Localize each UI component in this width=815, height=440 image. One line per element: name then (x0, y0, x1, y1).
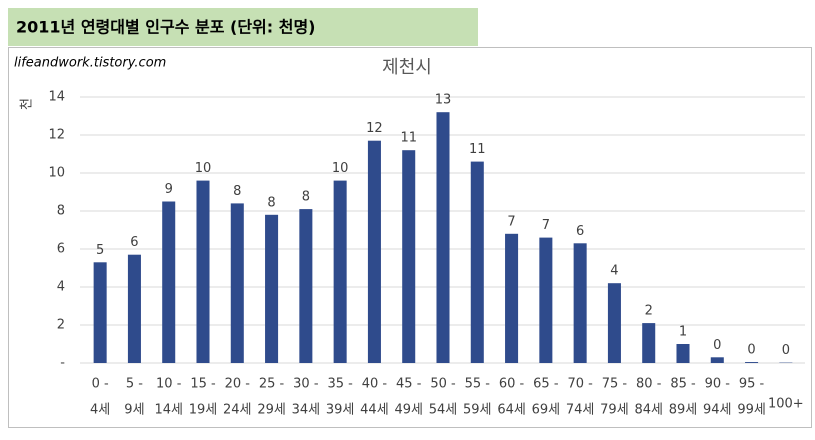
x-tick-label: 99세 (737, 403, 766, 418)
x-tick-label: 40 - (362, 377, 388, 392)
bar (368, 141, 381, 363)
x-tick-label: 59세 (463, 403, 492, 418)
bar (574, 243, 587, 363)
data-label: 9 (165, 182, 173, 197)
bar (196, 181, 209, 363)
x-tick-label: 24세 (223, 403, 252, 418)
bar (711, 357, 724, 363)
bar (265, 215, 278, 363)
x-tick-label: 69세 (532, 403, 561, 418)
y-tick-label: 6 (57, 242, 65, 257)
x-tick-label: 35 - (327, 377, 353, 392)
x-tick-label: 5 - (126, 377, 143, 392)
x-tick-label: 14세 (154, 403, 183, 418)
data-label: 7 (542, 218, 550, 233)
x-tick-label: 64세 (497, 403, 526, 418)
bar (471, 162, 484, 363)
x-tick-label: 74세 (566, 403, 595, 418)
data-label: 11 (469, 142, 486, 157)
data-label: 0 (747, 343, 755, 358)
x-tick-label: 85 - (670, 377, 696, 392)
bar (505, 234, 518, 363)
bar (128, 255, 141, 363)
bar (162, 202, 175, 364)
x-tick-label: 39세 (326, 403, 355, 418)
x-tick-label: 19세 (189, 403, 218, 418)
y-tick-label: - (60, 356, 65, 371)
y-tick-label: 14 (48, 90, 65, 105)
bar (299, 209, 312, 363)
y-tick-label: 12 (48, 128, 65, 143)
x-tick-label: 50 - (430, 377, 456, 392)
x-tick-label: 80 - (636, 377, 662, 392)
y-tick-label: 4 (57, 280, 65, 295)
x-tick-label: 0 - (92, 377, 109, 392)
data-label: 11 (400, 131, 417, 146)
data-label: 10 (195, 161, 212, 176)
y-tick-label: 2 (57, 318, 65, 333)
x-tick-label: 45 - (396, 377, 422, 392)
bar (436, 112, 449, 363)
x-tick-label: 15 - (190, 377, 216, 392)
data-label: 6 (576, 224, 584, 239)
x-tick-label: 70 - (567, 377, 593, 392)
bar (676, 344, 689, 363)
x-tick-label: 9세 (124, 403, 144, 418)
data-label: 8 (267, 195, 275, 210)
bar (608, 283, 621, 363)
data-label: 10 (332, 161, 349, 176)
bar (94, 262, 107, 363)
x-tick-label: 34세 (292, 403, 321, 418)
data-label: 1 (679, 325, 687, 340)
data-label: 4 (610, 264, 618, 279)
x-tick-label: 60 - (499, 377, 525, 392)
x-tick-label: 20 - (225, 377, 251, 392)
y-tick-label: 8 (57, 204, 65, 219)
x-tick-label: 89세 (669, 403, 698, 418)
x-tick-label: 90 - (705, 377, 731, 392)
data-label: 12 (366, 121, 383, 136)
x-tick-label: 4세 (90, 403, 110, 418)
y-tick-label: 10 (48, 166, 65, 181)
data-label: 8 (233, 184, 241, 199)
x-tick-label: 55 - (465, 377, 491, 392)
data-label: 6 (130, 235, 138, 250)
bar (231, 203, 244, 363)
x-tick-label: 100+ (768, 397, 804, 412)
bar (539, 238, 552, 363)
x-tick-label: 30 - (293, 377, 319, 392)
data-label: 2 (645, 304, 653, 319)
x-tick-label: 49세 (394, 403, 423, 418)
data-label: 0 (782, 343, 790, 358)
x-tick-label: 95 - (739, 377, 765, 392)
chart-title: 제천시 (382, 57, 432, 78)
watermark: lifeandwork.tistory.com (14, 56, 166, 71)
x-tick-label: 84세 (634, 403, 663, 418)
x-tick-label: 10 - (156, 377, 182, 392)
x-tick-label: 75 - (602, 377, 628, 392)
header-title: 2011년 연령대별 인구수 분포 (단위: 천명) (16, 18, 316, 37)
data-label: 8 (302, 190, 310, 205)
data-label: 0 (713, 338, 721, 353)
bar (642, 323, 655, 363)
bar (402, 150, 415, 363)
x-tick-label: 94세 (703, 403, 732, 418)
x-tick-label: 44세 (360, 403, 389, 418)
x-tick-label: 29세 (257, 403, 286, 418)
x-tick-label: 79세 (600, 403, 629, 418)
data-label: 7 (507, 214, 515, 229)
y-axis-label: 천 (20, 98, 35, 110)
data-label: 13 (435, 93, 452, 108)
x-tick-label: 65 - (533, 377, 559, 392)
bar (334, 181, 347, 363)
x-tick-label: 54세 (429, 403, 458, 418)
bar (745, 362, 758, 363)
x-tick-label: 25 - (259, 377, 285, 392)
data-label: 5 (96, 243, 104, 258)
